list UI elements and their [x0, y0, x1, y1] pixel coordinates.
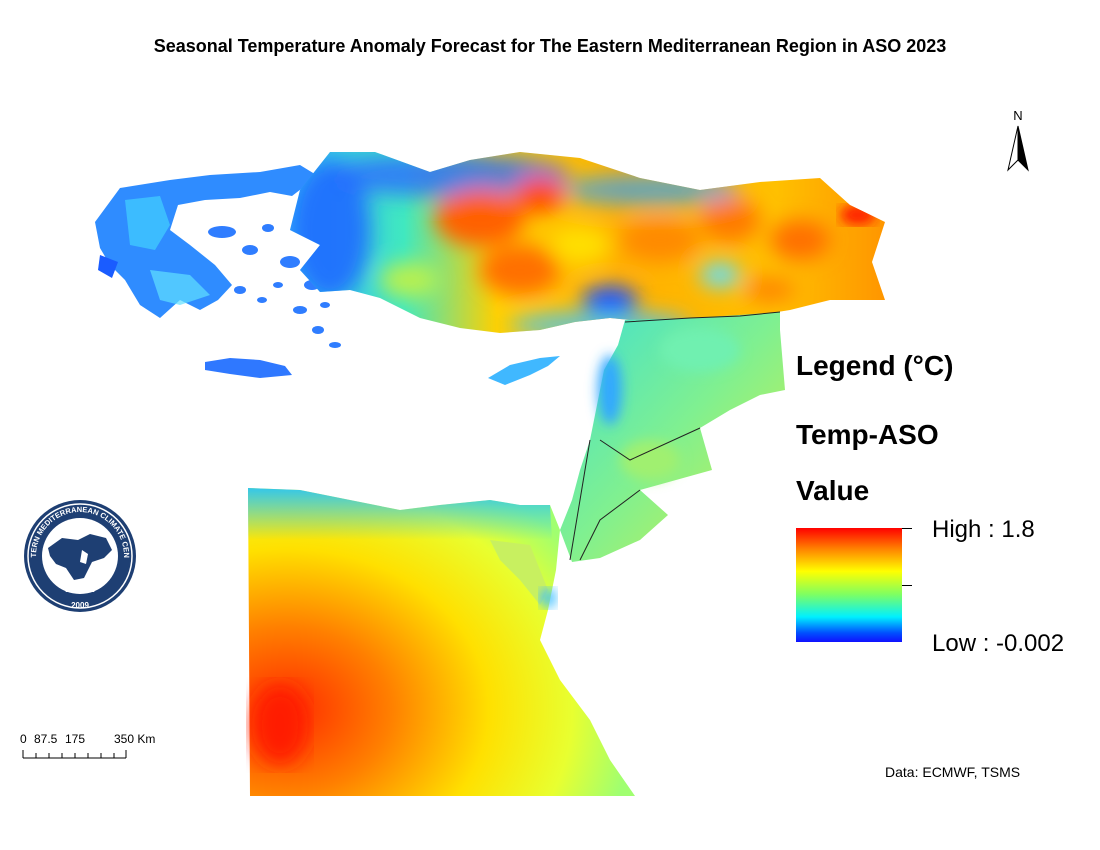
- crete-island: [205, 358, 292, 378]
- scale-bar-tick-label: 0: [20, 732, 27, 746]
- legend-high-label: High : 1.8: [932, 516, 1035, 543]
- legend-tick-high: [902, 528, 912, 529]
- north-arrow: N: [1000, 108, 1036, 176]
- scale-bar-line: [22, 750, 127, 759]
- cyprus-island: [488, 356, 560, 385]
- legend-color-ramp: [796, 528, 902, 642]
- scale-bar: 0 87.5 175 350 Km: [20, 732, 180, 768]
- map-title: Seasonal Temperature Anomaly Forecast fo…: [153, 36, 947, 56]
- greece-landmass: [95, 165, 318, 318]
- scale-bar-tick-label: 175: [65, 732, 86, 746]
- north-arrow-icon: [1007, 125, 1029, 172]
- turkey-landmass: [290, 152, 885, 333]
- logo-year: 2009: [71, 601, 89, 610]
- data-credit: Data: ECMWF, TSMS: [885, 764, 1021, 780]
- scale-bar-tick-label: 350 Km: [114, 732, 156, 746]
- legend-title: Legend (°C): [796, 350, 954, 381]
- scale-bar-tick-label: 87.5: [34, 732, 58, 746]
- emcc-logo-icon: EASTERN MEDITERRANEAN CLIMATE CENTRE 200…: [22, 498, 136, 612]
- legend-field-name: Value: [796, 475, 870, 506]
- levant-landmass: [560, 311, 785, 562]
- legend-layer-name: Temp-ASO: [796, 419, 939, 450]
- egypt-landmass: [248, 488, 635, 796]
- legend-tick-mid: [902, 585, 912, 586]
- legend-low-label: Low : -0.002: [932, 630, 1065, 657]
- north-arrow-label: N: [1013, 108, 1023, 123]
